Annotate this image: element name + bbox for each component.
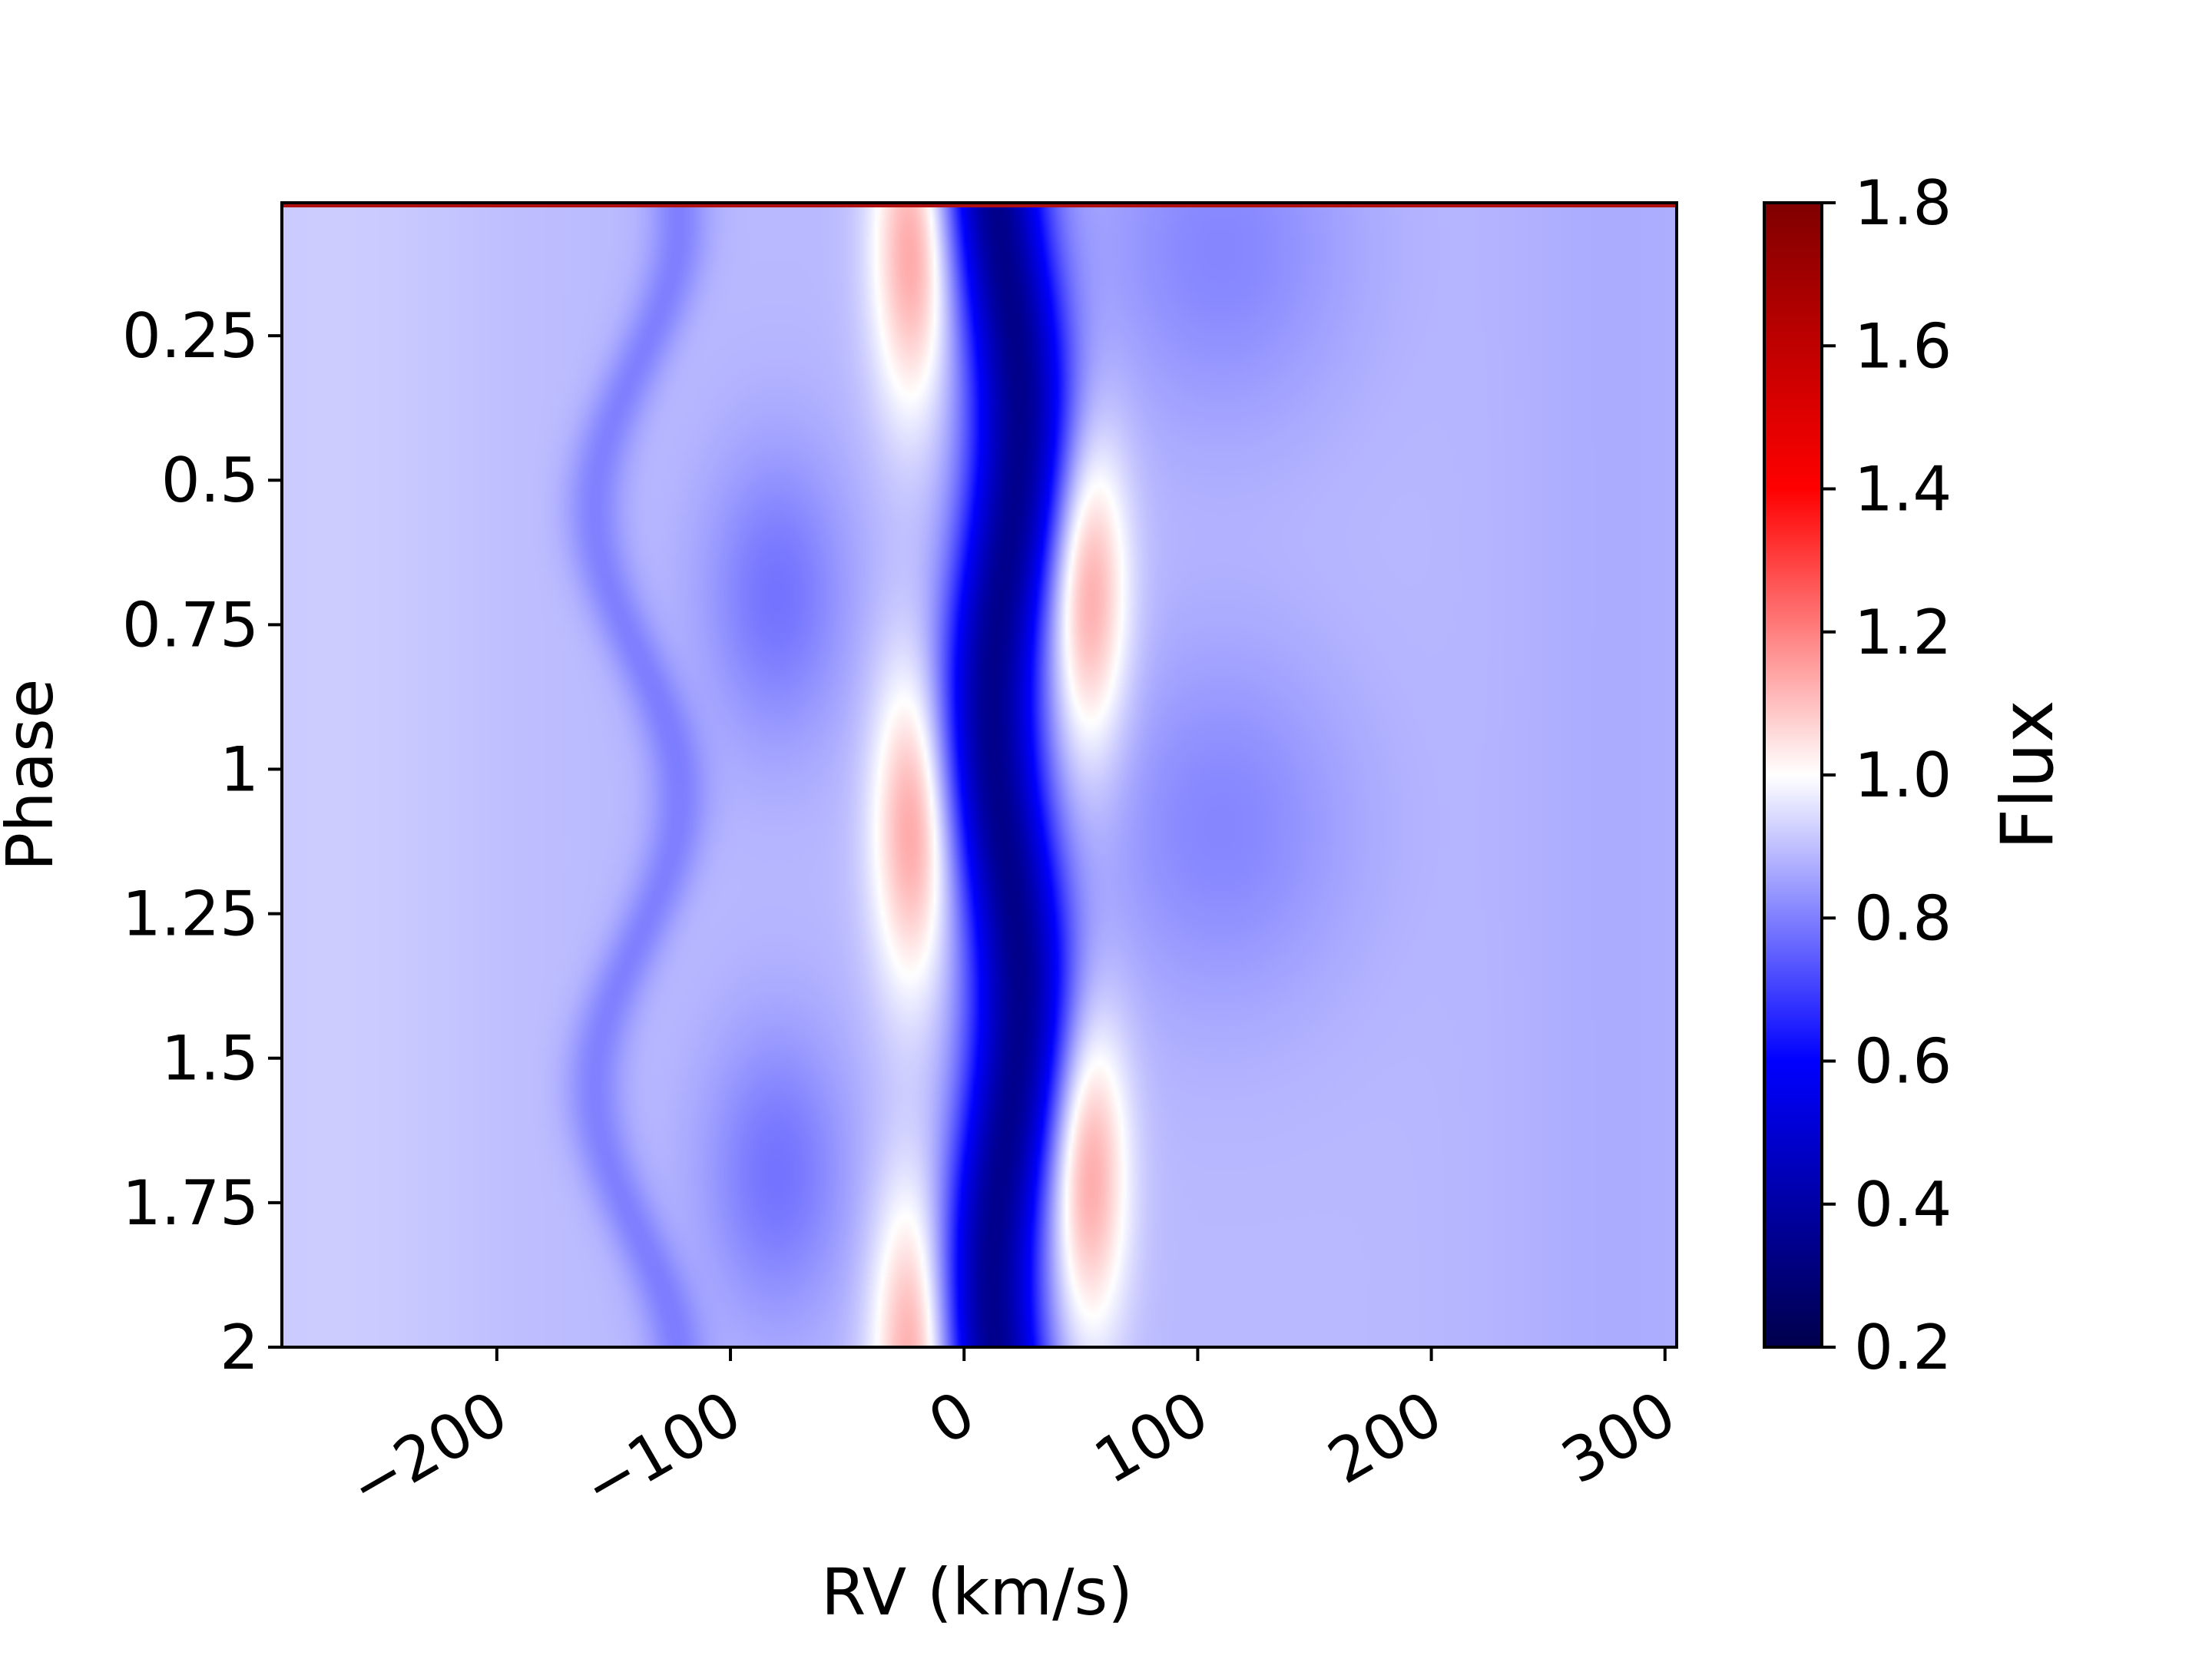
x-tick-label: 300 <box>1550 1377 1687 1498</box>
colorbar-tick-label: 1.8 <box>1854 167 1952 239</box>
y-tick-label: 0.25 <box>122 300 259 372</box>
colorbar-label: Flux <box>1986 700 2070 849</box>
x-tick-label: 100 <box>1083 1377 1220 1498</box>
y-axis-label: Phase <box>0 679 68 872</box>
x-axis-label: RV (km/s) <box>821 1555 1133 1630</box>
colorbar-tick-label: 0.6 <box>1854 1026 1952 1098</box>
colorbar-tick-label: 0.4 <box>1854 1169 1952 1240</box>
y-tick-label: 1 <box>220 733 259 805</box>
y-tick-label: 2 <box>220 1312 259 1383</box>
y-tick-label: 0.5 <box>161 445 259 516</box>
colorbar-tick-label: 1.0 <box>1854 740 1952 811</box>
x-axis-ticks: −200 −100 0 100 200 300 <box>337 1347 1687 1524</box>
plot-frame <box>280 201 1678 1349</box>
colorbar-ticks: 1.8 1.6 1.4 1.2 1.0 0.8 0.6 0.4 0.2 <box>1822 167 1952 1383</box>
y-axis-ticks: 0.25 0.5 0.75 1 1.25 1.5 1.75 2 <box>122 300 282 1383</box>
heatmap-image <box>282 203 1677 1347</box>
colorbar-tick-label: 1.6 <box>1854 310 1952 382</box>
y-tick-label: 1.5 <box>161 1023 259 1094</box>
colorbar-tick-label: 0.8 <box>1854 882 1952 954</box>
colorbar-tick-label: 1.2 <box>1854 597 1952 668</box>
y-tick-label: 1.25 <box>122 879 259 950</box>
x-tick-label: −100 <box>571 1377 753 1523</box>
colorbar-tick-label: 0.2 <box>1854 1312 1952 1383</box>
x-tick-label: 0 <box>917 1377 987 1459</box>
colorbar <box>1763 201 1823 1349</box>
y-tick-label: 1.75 <box>122 1167 259 1239</box>
x-tick-label: −200 <box>337 1377 519 1523</box>
colorbar-tick-label: 1.4 <box>1854 454 1952 525</box>
x-tick-label: 200 <box>1316 1377 1454 1498</box>
y-tick-label: 0.75 <box>122 589 259 661</box>
